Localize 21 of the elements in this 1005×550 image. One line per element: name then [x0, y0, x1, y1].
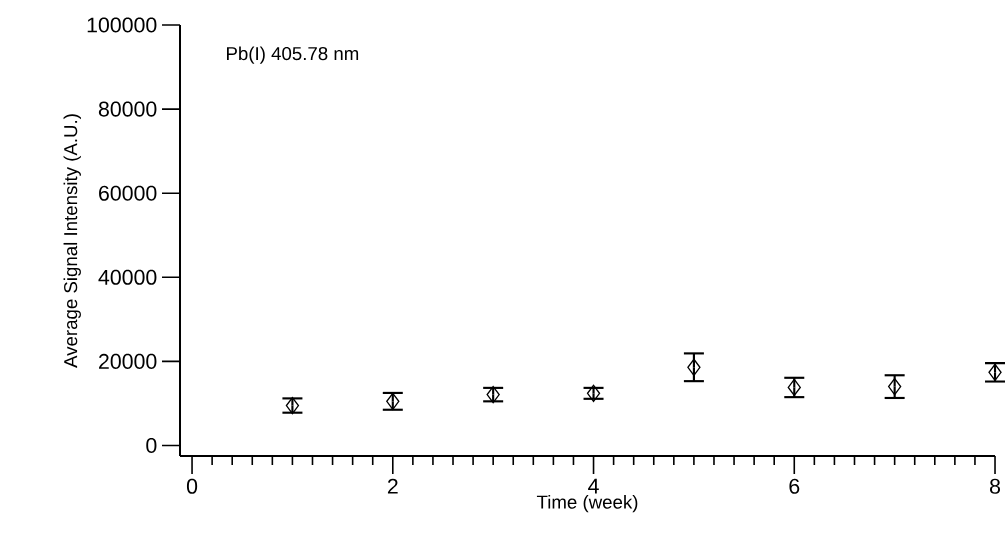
- x-tick-label: 6: [789, 478, 800, 494]
- y-tick-label: 100000: [87, 17, 157, 33]
- annotation: Pb(I) 405.78 nm: [227, 46, 359, 64]
- y-axis-title: Average Signal Intensity (A.U.): [63, 114, 81, 368]
- y-tick-label: 20000: [99, 353, 157, 369]
- point: [285, 396, 300, 415]
- y-tick-label: 80000: [98, 101, 157, 117]
- x-axis-title: Time (week): [536, 494, 638, 513]
- y-tick-label: 0: [146, 437, 157, 454]
- point: [486, 385, 500, 404]
- point: [687, 358, 701, 376]
- point: [988, 363, 1002, 381]
- x-tick-label: 4: [588, 478, 599, 494]
- x-tick-label: 8: [990, 478, 1001, 494]
- point: [787, 378, 801, 397]
- x-tick-label: 2: [387, 478, 398, 494]
- x-tick-label: 0: [186, 478, 198, 494]
- point: [586, 384, 601, 403]
- y-tick-label: 60000: [99, 185, 157, 201]
- point: [386, 392, 400, 411]
- y-tick-label: 40000: [98, 269, 157, 285]
